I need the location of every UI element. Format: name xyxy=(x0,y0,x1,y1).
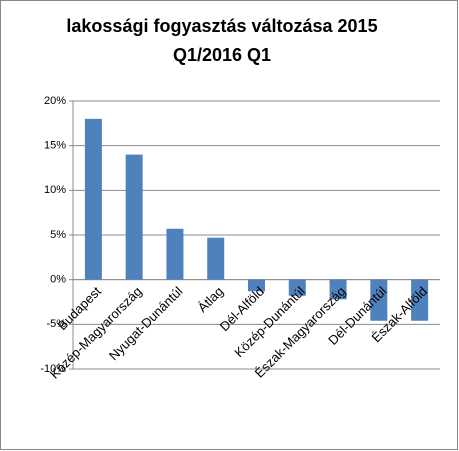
bar xyxy=(125,154,143,280)
chart-title: Q1/2016 Q1 xyxy=(173,45,271,65)
chart-title: lakossági fogyasztás változása 2015 xyxy=(66,16,377,36)
bar xyxy=(411,279,429,321)
bar xyxy=(207,237,225,280)
y-tick-label: 15% xyxy=(44,140,66,152)
bar xyxy=(84,118,102,280)
bar xyxy=(248,279,265,292)
bar xyxy=(166,228,184,280)
bar xyxy=(370,279,388,321)
y-tick-label: 5% xyxy=(50,229,66,241)
y-tick-label: -10% xyxy=(40,363,66,375)
bar xyxy=(329,279,347,300)
bar xyxy=(288,279,306,296)
y-tick-label: 0% xyxy=(50,274,66,286)
y-tick-label: -5% xyxy=(46,318,66,330)
y-tick-label: 10% xyxy=(44,184,66,196)
y-tick-label: 20% xyxy=(44,95,66,107)
